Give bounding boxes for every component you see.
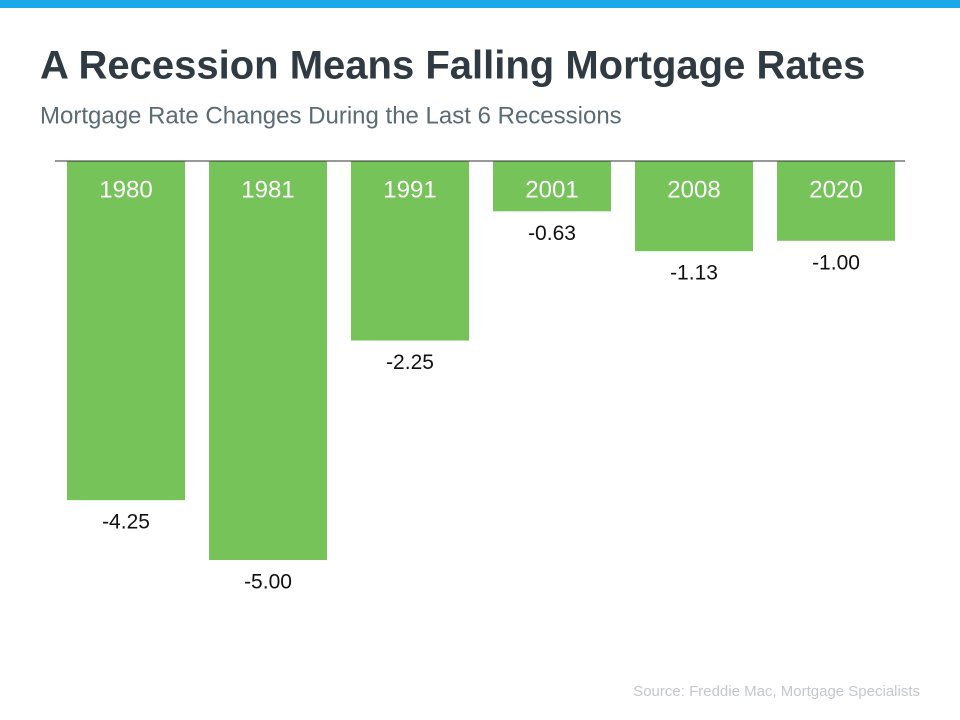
chart-title: A Recession Means Falling Mortgage Rates bbox=[40, 44, 865, 88]
chart-subtitle: Mortgage Rate Changes During the Last 6 … bbox=[40, 102, 622, 129]
category-label: 2001 bbox=[525, 176, 578, 203]
value-label: -4.25 bbox=[102, 511, 150, 534]
value-label: -1.13 bbox=[670, 262, 718, 285]
category-label: 1980 bbox=[99, 176, 152, 203]
bar bbox=[209, 161, 327, 560]
bar bbox=[67, 161, 185, 501]
category-label: 1981 bbox=[241, 176, 294, 203]
value-label: -5.00 bbox=[244, 571, 292, 594]
category-label: 2020 bbox=[809, 176, 862, 203]
category-label: 1991 bbox=[383, 176, 436, 203]
bar bbox=[635, 161, 753, 252]
bar bbox=[777, 161, 895, 241]
category-label: 2008 bbox=[667, 176, 720, 203]
source-note: Source: Freddie Mac, Mortgage Specialist… bbox=[633, 683, 920, 700]
value-label: -2.25 bbox=[386, 351, 434, 374]
bar bbox=[351, 161, 469, 341]
bar bbox=[493, 161, 611, 212]
top-band bbox=[0, 0, 960, 8]
value-label: -1.00 bbox=[812, 251, 860, 274]
value-label: -0.63 bbox=[528, 222, 576, 245]
